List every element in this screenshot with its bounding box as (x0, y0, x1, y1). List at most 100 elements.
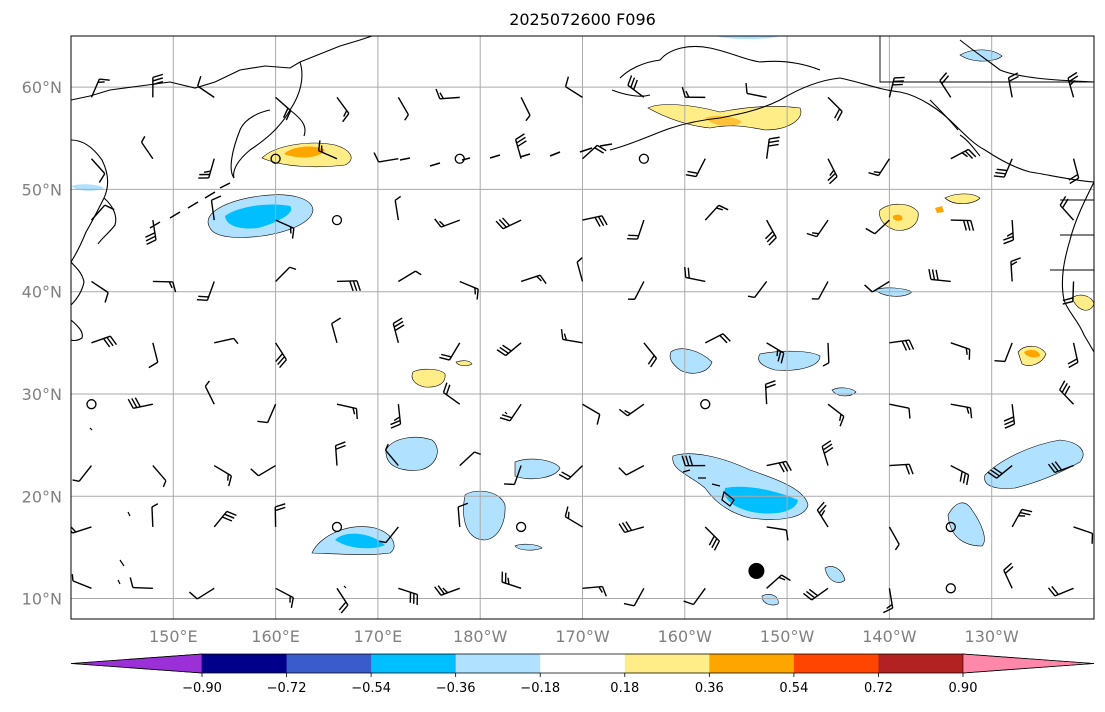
calm-wind-circle (638, 153, 650, 164)
wind-barb (434, 218, 460, 228)
shade-blob (385, 437, 438, 471)
wind-barb (398, 587, 419, 605)
lat-tick-label: 30°N (22, 385, 62, 404)
wind-barb (868, 158, 890, 177)
wind-barb (1059, 195, 1075, 221)
wind-barb (435, 88, 460, 100)
wind-barb (822, 342, 830, 367)
wind-barb (495, 217, 522, 230)
wind-barb (560, 328, 583, 344)
calm-wind-circle (945, 521, 956, 533)
wind-barb (275, 96, 292, 121)
colorbar: −0.90 −0.72 −0.54 −0.36 −0.18 0.18 0.36 0.54 0.7… (70, 653, 1095, 696)
wind-barb (1067, 342, 1079, 369)
wind-barb (564, 76, 583, 98)
wind-barb (210, 195, 222, 221)
colorbar-bin (878, 654, 964, 673)
wind-barb (392, 317, 405, 344)
wind-barb (213, 464, 233, 487)
lon-tick-label: 170°E (354, 627, 403, 646)
calm-wind-circle (331, 521, 343, 533)
wind-barb (275, 587, 295, 608)
wind-barb (127, 397, 153, 410)
colorbar-tick-label: 0.54 (779, 681, 808, 696)
wind-barb (864, 280, 890, 293)
wind-barb (331, 317, 341, 344)
wind-barb (582, 144, 607, 160)
wind-barb (628, 281, 645, 300)
shade-blob (935, 206, 944, 213)
lat-tick-label: 40°N (22, 283, 62, 302)
location-marker (748, 562, 765, 579)
shade-blob (455, 360, 473, 367)
wind-barb (140, 136, 154, 160)
wind-barb (766, 460, 792, 473)
wind-barb (987, 465, 1013, 479)
wind-barb (336, 403, 358, 420)
calm-wind-circle (454, 153, 465, 164)
wind-barb (766, 342, 785, 364)
wind-barb (889, 339, 915, 351)
wind-barb (317, 140, 338, 160)
wind-barb (91, 280, 109, 303)
wind-barb (618, 464, 645, 476)
wind-barb (390, 404, 402, 429)
colorbar-tick-label: 0.36 (695, 681, 724, 696)
shade-blob (284, 146, 325, 158)
colorbar-bin (371, 654, 457, 673)
colorbar-tick-label: −0.36 (436, 681, 476, 696)
wind-barb (681, 86, 706, 99)
wind-barb (882, 588, 894, 614)
wind-barb (816, 501, 829, 528)
calm-wind-circle (700, 399, 711, 410)
wind-barb (257, 403, 277, 424)
wind-barb (950, 148, 977, 160)
wind-barb (1007, 72, 1019, 98)
wind-barb (197, 75, 215, 98)
colorbar-bin (286, 654, 372, 673)
wind-barb (950, 403, 973, 419)
wind-barbs (71, 71, 1094, 614)
marker-dot (748, 562, 765, 579)
shade-blob (1024, 349, 1040, 358)
shade-blob (514, 458, 561, 480)
shade-blob (761, 594, 779, 606)
wind-barb (558, 465, 583, 481)
wind-barb (275, 342, 287, 369)
shade-blob (824, 566, 846, 583)
wind-barb (806, 219, 829, 238)
wind-barb (764, 219, 777, 246)
shade-blob (335, 533, 385, 549)
wind-barb (704, 333, 731, 344)
colorbar-tick-label: 0.72 (864, 681, 893, 696)
calm-wind-circle (515, 521, 527, 533)
wind-barb (148, 342, 159, 369)
wind-barb (151, 503, 159, 527)
lon-tick-label: 150°W (760, 627, 815, 646)
wind-barb (152, 280, 177, 293)
wind-barb (939, 72, 952, 98)
wind-barb (196, 281, 215, 301)
wind-barb (618, 521, 645, 534)
wind-barb (275, 266, 297, 282)
wind-barb (214, 337, 239, 345)
map-frame (70, 35, 1095, 620)
colorbar-tick-label: 0.90 (949, 681, 978, 696)
wind-barb (514, 133, 527, 159)
wind-barb (152, 73, 164, 98)
wind-barb (459, 451, 481, 467)
calm-wind-circle (86, 399, 97, 410)
lon-tick-label: 140°W (862, 627, 917, 646)
wind-barb (582, 585, 607, 597)
shade-blob (463, 490, 506, 541)
wind-barb (188, 587, 215, 600)
wind-barb (336, 587, 349, 614)
lat-tick-label: 10°N (22, 590, 62, 609)
wind-barb (747, 281, 768, 299)
wind-barb (865, 219, 890, 235)
wind-barb (576, 257, 584, 282)
shade-blob (831, 387, 857, 397)
colorbar-tick-label: −0.72 (267, 681, 307, 696)
colorbar-tick-label: 0.18 (610, 681, 639, 696)
wind-barb (394, 195, 402, 221)
